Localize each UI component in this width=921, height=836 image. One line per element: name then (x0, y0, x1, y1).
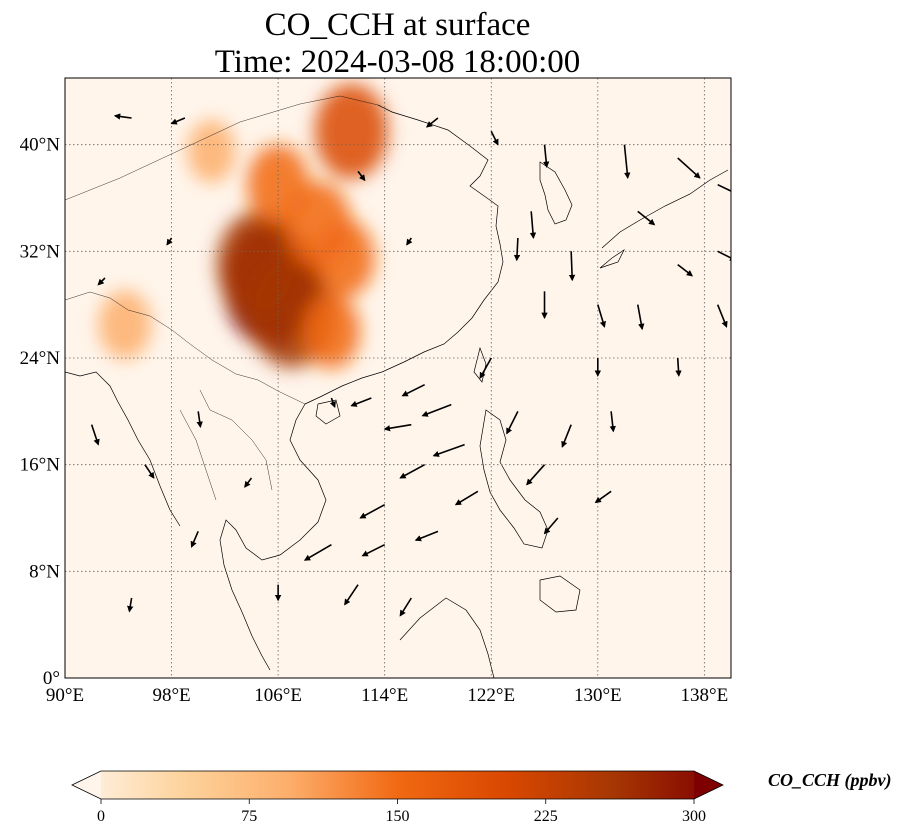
wind-arrow (350, 397, 372, 407)
wind-vectors (90, 113, 731, 617)
colorbar-over-arrow (694, 771, 723, 799)
map-title-line2: Time: 2024-03-08 18:00:00 (214, 44, 581, 80)
wind-arrow (406, 237, 413, 246)
colorbar-tick-label: 300 (682, 808, 706, 825)
wind-arrow (609, 411, 616, 433)
wind-arrow (190, 531, 199, 548)
wind-arrow (568, 251, 576, 282)
colorbar-ticks: 0 75 150 225 300 (97, 799, 706, 825)
wind-arrow (529, 211, 537, 240)
map-frame (64, 77, 732, 679)
co-plume-7 (302, 293, 361, 369)
colorbar-tick-label: 150 (386, 808, 410, 825)
wind-arrow (399, 597, 412, 617)
wind-arrow (513, 237, 521, 262)
wind-arrow (414, 530, 439, 542)
wind-arrow (359, 503, 386, 519)
longitude-labels: 90°E 98°E 106°E 114°E 122°E 130°E 138°E (46, 685, 728, 706)
wind-arrow (526, 464, 546, 486)
lon-tick-label: 98°E (152, 685, 190, 706)
wind-arrow (717, 250, 731, 261)
wind-arrow (399, 463, 426, 479)
wind-arrow (361, 543, 386, 557)
wind-arrow (675, 357, 682, 377)
wind-arrow (597, 304, 606, 328)
lat-tick-label: 24°N (20, 348, 61, 369)
map-background (65, 78, 731, 678)
wind-arrow (479, 357, 492, 379)
wind-arrow (127, 597, 134, 613)
graticule (65, 78, 731, 678)
wind-arrow (543, 144, 550, 168)
wind-arrow (637, 210, 656, 226)
colorbar-fill (72, 771, 723, 799)
wind-arrow (716, 304, 728, 328)
latitude-labels: 0° 8°N 16°N 24°N 32°N 40°N (20, 135, 61, 689)
coastlines (65, 104, 729, 678)
country-borders (65, 95, 379, 501)
wind-arrow (623, 144, 631, 179)
lat-tick-label: 40°N (20, 135, 61, 156)
co-plume-4 (314, 83, 389, 179)
wind-arrow (490, 130, 499, 146)
wind-arrow (97, 277, 106, 286)
lon-tick-label: 122°E (467, 685, 515, 706)
co-plume-8 (98, 290, 152, 360)
wind-arrow (144, 464, 155, 479)
wind-arrow (196, 411, 203, 429)
wind-arrow (244, 477, 253, 488)
map-title-line1: CO_CCH at surface (264, 7, 531, 43)
lon-tick-label: 138°E (681, 685, 729, 706)
wind-arrow (303, 543, 332, 561)
wind-arrow (329, 397, 336, 408)
co-plume-6 (314, 219, 375, 297)
wind-arrow (454, 490, 479, 506)
lat-tick-label: 0° (43, 668, 60, 689)
colorbar-under-arrow (72, 771, 101, 799)
wind-arrow (677, 157, 701, 179)
colorbar-tick-label: 225 (534, 808, 558, 825)
lon-tick-label: 90°E (46, 685, 84, 706)
co-concentration-field (98, 83, 389, 369)
wind-arrow (357, 170, 366, 182)
co-plume-2 (216, 211, 300, 319)
lon-tick-label: 130°E (574, 685, 622, 706)
wind-arrow (425, 117, 439, 128)
lat-tick-label: 16°N (20, 455, 61, 476)
wind-arrow (506, 410, 519, 435)
co-plume-9 (187, 119, 236, 183)
wind-arrow (432, 443, 465, 457)
map-panel (65, 78, 731, 678)
wind-arrow (344, 584, 359, 606)
wind-arrow (170, 117, 186, 125)
wind-arrow (543, 517, 559, 535)
lon-tick-label: 106°E (254, 685, 302, 706)
colorbar-title: CO_CCH (ppbv) (768, 770, 892, 790)
wind-arrow (113, 113, 132, 120)
lon-tick-label: 114°E (361, 685, 408, 706)
lat-tick-label: 32°N (20, 241, 61, 262)
wind-arrow (717, 183, 731, 192)
wind-arrow (421, 403, 452, 417)
colorbar: 0 75 150 225 300 (71, 770, 724, 825)
co-plume-5 (247, 144, 310, 225)
colorbar-tick-label: 75 (241, 808, 257, 825)
wind-arrow (401, 383, 425, 397)
wind-arrow (90, 424, 100, 446)
wind-arrow (561, 424, 572, 448)
wind-arrow (383, 423, 412, 432)
wind-arrow (636, 304, 645, 331)
wind-arrow (594, 490, 612, 504)
lat-tick-label: 8°N (29, 561, 60, 582)
wind-arrow (166, 237, 173, 246)
wind-arrow (677, 264, 694, 277)
colorbar-tick-label: 0 (97, 808, 105, 825)
